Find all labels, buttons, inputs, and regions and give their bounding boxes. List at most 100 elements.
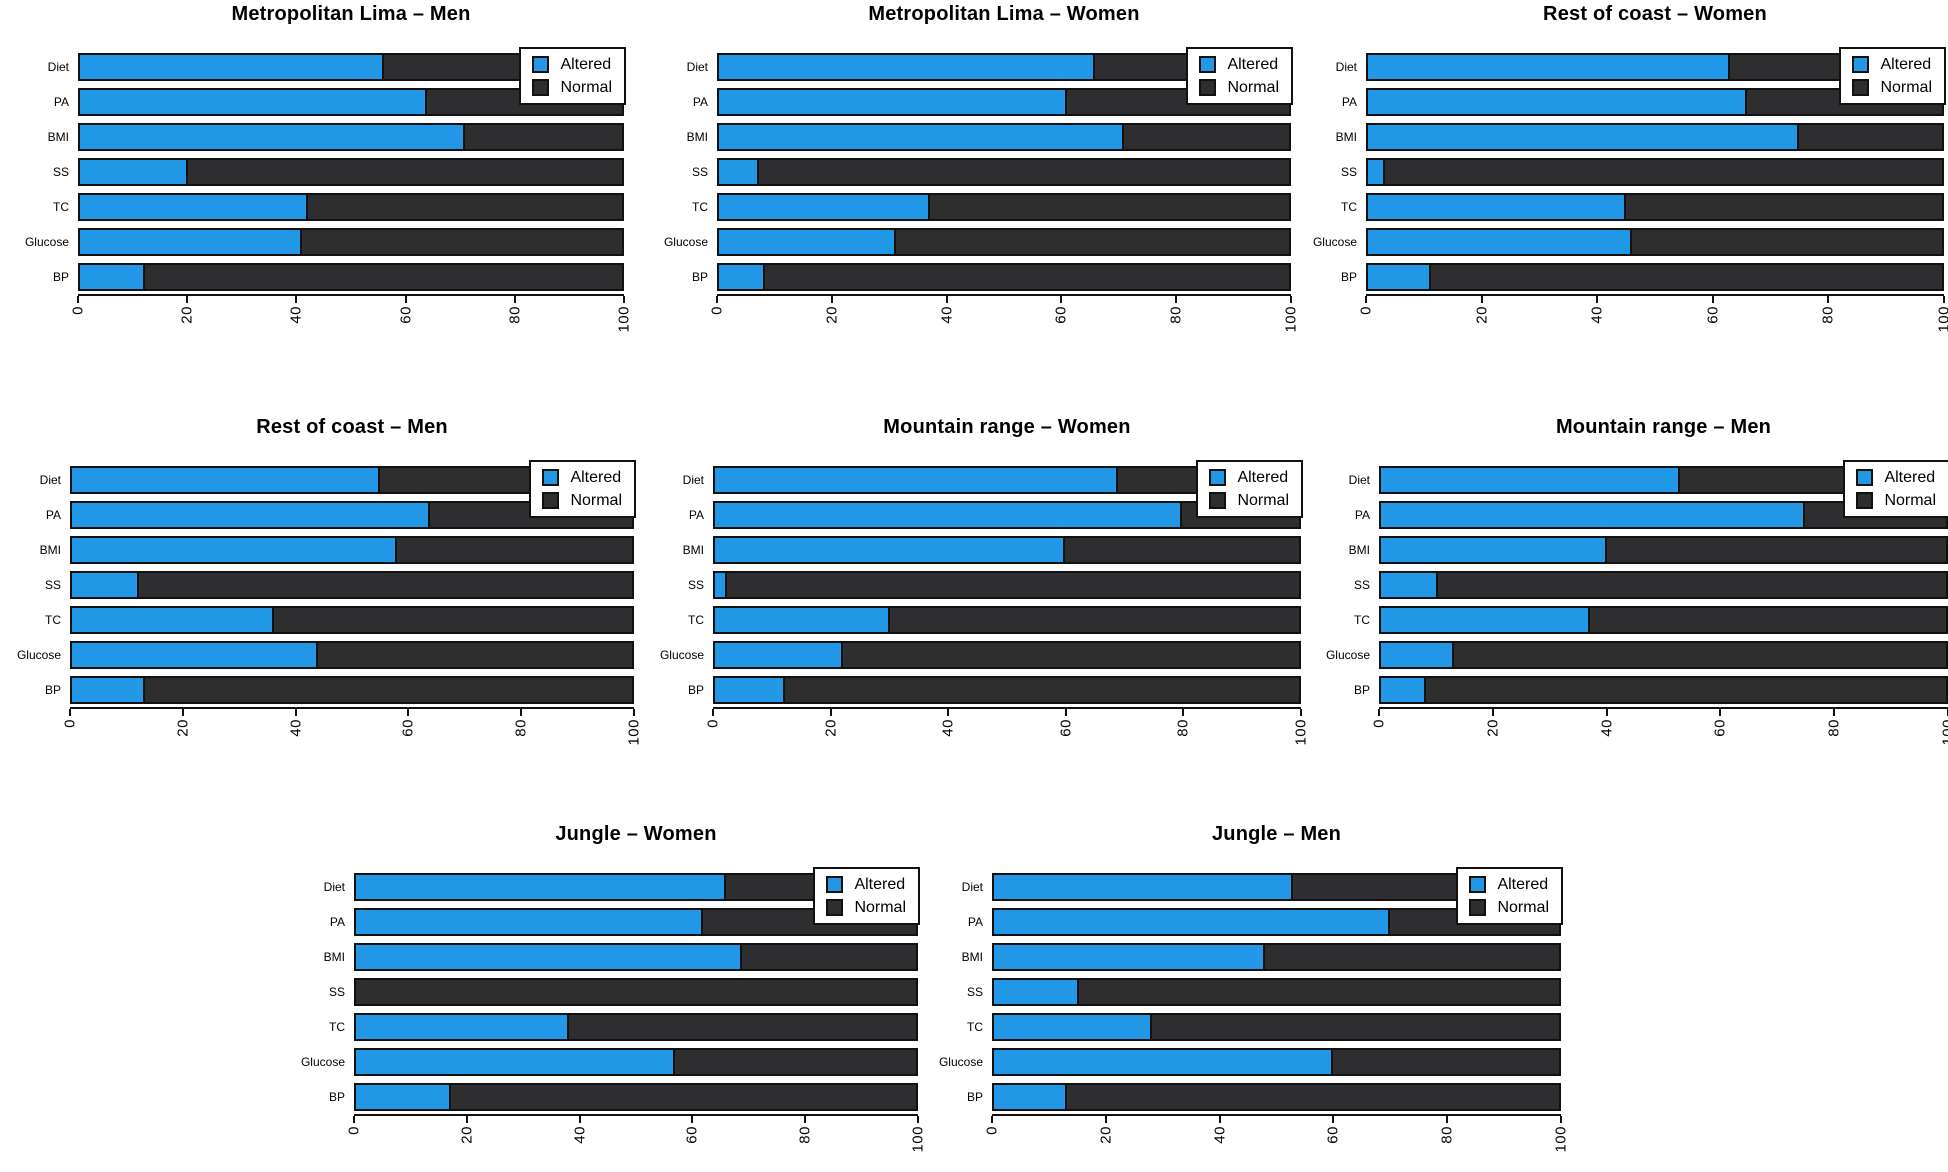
bar-altered-segment <box>1381 643 1454 667</box>
bar-row: SS <box>1296 158 1944 186</box>
bar-altered-segment <box>1381 573 1438 597</box>
bar-normal-segment <box>713 571 1301 599</box>
x-axis-tick-label: 40 <box>289 306 304 324</box>
category-label: BMI <box>922 951 992 963</box>
x-axis-tick-label-text: 20 <box>823 719 838 737</box>
category-label: SS <box>284 986 354 998</box>
x-axis-tick-label-text: 80 <box>1176 719 1191 737</box>
bar-row: SS <box>284 978 918 1006</box>
x-axis-tick <box>917 1116 919 1123</box>
bar-altered-segment <box>80 230 302 254</box>
bar-altered-segment <box>715 538 1065 562</box>
category-label: Diet <box>1309 474 1379 486</box>
x-axis-tick <box>1378 709 1380 716</box>
bar-altered-segment <box>994 1085 1067 1109</box>
bar-altered-segment <box>715 678 785 702</box>
bar-normal-segment <box>78 158 624 186</box>
x-axis-tick-label-text: 60 <box>398 306 413 324</box>
category-label: TC <box>1309 614 1379 626</box>
x-axis-tick-label-text: 40 <box>288 719 303 737</box>
x-axis-tick <box>804 1116 806 1123</box>
x-axis-tick-label-text: 0 <box>71 306 86 315</box>
legend-label: Altered <box>1227 57 1278 73</box>
x-axis-tick-label: 100 <box>617 306 632 333</box>
x-axis-tick <box>1833 709 1835 716</box>
category-label: BMI <box>1309 544 1379 556</box>
chart-title: Rest of coast – Women <box>1366 2 1944 26</box>
x-axis-tick <box>1719 709 1721 716</box>
x-axis-tick <box>716 296 718 303</box>
legend-item-altered: Altered <box>1209 469 1289 486</box>
bar-row: Glucose <box>1309 641 1948 669</box>
category-label: Glucose <box>922 1056 992 1068</box>
x-axis-tick-label-text: 80 <box>1821 306 1836 324</box>
bar-altered-segment <box>72 643 318 667</box>
x-axis-tick-label-text: 100 <box>1941 719 1948 746</box>
bar-normal-segment <box>78 123 624 151</box>
bar-normal-segment <box>713 606 1301 634</box>
bar-normal-segment <box>1379 676 1948 704</box>
x-axis-tick-label: 0 <box>71 306 86 315</box>
category-label: PA <box>1296 96 1366 108</box>
category-label: PA <box>1309 509 1379 521</box>
bar-normal-segment <box>717 228 1291 256</box>
x-axis-line <box>1366 294 1944 304</box>
x-axis-tick-label: 100 <box>1941 719 1948 746</box>
category-label: Diet <box>1296 61 1366 73</box>
bar-altered-segment <box>356 875 726 899</box>
bar-row: BP <box>1309 676 1948 704</box>
bar-row: BP <box>284 1083 918 1111</box>
x-axis-tick-label-text: 100 <box>617 306 632 333</box>
x-axis-tick <box>991 1116 993 1123</box>
x-axis-tick <box>1827 296 1829 303</box>
bar-altered-segment <box>715 608 890 632</box>
legend-label: Altered <box>1884 470 1935 486</box>
category-label: Glucose <box>0 649 70 661</box>
bar-normal-segment <box>717 193 1291 221</box>
legend-swatch-altered <box>532 56 549 73</box>
bar-row: TC <box>647 193 1291 221</box>
legend-swatch-altered <box>542 469 559 486</box>
x-axis-line <box>717 294 1291 304</box>
legend-swatch-altered <box>1469 876 1486 893</box>
category-label: BP <box>0 684 70 696</box>
legend-label: Altered <box>1237 470 1288 486</box>
legend-swatch-altered <box>1209 469 1226 486</box>
bar-normal-segment <box>1366 193 1944 221</box>
bar-altered-segment <box>1381 678 1426 702</box>
category-label: PA <box>643 509 713 521</box>
x-axis-tick-label: 40 <box>572 1126 587 1144</box>
legend-label: Normal <box>854 900 906 916</box>
x-axis-tick-label-text: 40 <box>939 306 954 324</box>
x-axis-tick <box>1290 296 1292 303</box>
x-axis-tick <box>1943 296 1945 303</box>
bar-normal-segment <box>1379 641 1948 669</box>
x-axis-tick-label: 20 <box>175 719 190 737</box>
x-axis-tick-label-text: 40 <box>572 1126 587 1144</box>
category-label: TC <box>647 201 717 213</box>
chart-title: Jungle – Men <box>992 822 1561 846</box>
bar-row: BP <box>8 263 624 291</box>
x-axis-tick-label-text: 100 <box>1554 1126 1569 1153</box>
bar-altered-segment <box>356 1015 569 1039</box>
bar-row: Glucose <box>647 228 1291 256</box>
bar-altered-segment <box>715 468 1118 492</box>
bar-row: TC <box>8 193 624 221</box>
bar-altered-segment <box>1368 230 1632 254</box>
bar-row: TC <box>1309 606 1948 634</box>
x-axis-tick-label: 0 <box>710 306 725 315</box>
bar-row: BMI <box>1309 536 1948 564</box>
x-axis-tick-label-text: 100 <box>1937 306 1948 333</box>
bar-normal-segment <box>78 193 624 221</box>
legend-swatch-normal <box>826 899 843 916</box>
x-axis-tick <box>831 296 833 303</box>
bar-row: SS <box>643 571 1301 599</box>
chart-title: Metropolitan Lima – Men <box>78 2 624 26</box>
